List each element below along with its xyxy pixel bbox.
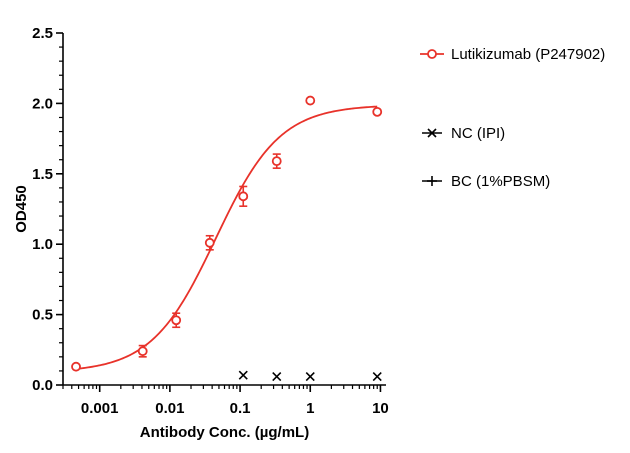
legend-item: BC (1%PBSM) — [422, 173, 550, 190]
legend: Lutikizumab (P247902) NC (IPI) BC (1%PBSM) — [420, 46, 605, 190]
axes — [56, 32, 386, 392]
x-tick-label: 10 — [372, 400, 389, 417]
x-tick-label: 1 — [306, 400, 314, 417]
x-stroke — [305, 371, 315, 382]
legend-marker — [427, 176, 437, 186]
legend-label: Lutikizumab (P247902) — [451, 46, 605, 63]
data-point — [372, 371, 382, 382]
data-point — [372, 106, 383, 117]
x-tick-label: 0.1 — [230, 400, 251, 417]
y-tick-label: 0.0 — [32, 377, 53, 394]
y-tick-label: 2.5 — [32, 25, 53, 42]
data-point — [204, 237, 215, 248]
legend-marker — [427, 49, 437, 59]
data-point — [271, 156, 282, 167]
data-point — [171, 315, 182, 326]
y-axis-title: OD450 — [13, 185, 30, 233]
x-tick-label: 0.01 — [155, 400, 184, 417]
x-stroke — [272, 371, 282, 382]
fit-curve — [75, 105, 378, 370]
data-point — [238, 191, 249, 202]
y-tick-label: 0.5 — [32, 307, 53, 324]
legend-label: NC (IPI) — [451, 125, 505, 142]
legend-marker — [427, 128, 437, 138]
legend-item: Lutikizumab (P247902) — [420, 46, 605, 63]
data-point — [137, 346, 148, 357]
data-point — [305, 95, 316, 106]
legend-item: NC (IPI) — [422, 125, 505, 142]
x-stroke — [372, 371, 382, 382]
legend-label: BC (1%PBSM) — [451, 173, 550, 190]
x-stroke — [427, 128, 437, 138]
y-tick-label: 1.0 — [32, 236, 53, 253]
tick-labels: 0.0 0.5 1.0 1.5 2.0 2.5 0.001 0.01 0.1 1 10 — [32, 25, 389, 417]
data-point — [238, 370, 248, 380]
data-point — [272, 371, 282, 382]
x-tick-label: 0.001 — [81, 400, 119, 417]
data-point — [305, 371, 315, 382]
y-tick-label: 1.5 — [32, 166, 53, 183]
x-stroke — [238, 370, 248, 380]
data-points — [71, 95, 383, 382]
data-point — [71, 361, 81, 372]
fit-curves — [75, 105, 378, 370]
x-axis-title: Antibody Conc. (µg/mL) — [140, 424, 309, 441]
y-tick-label: 2.0 — [32, 95, 53, 112]
